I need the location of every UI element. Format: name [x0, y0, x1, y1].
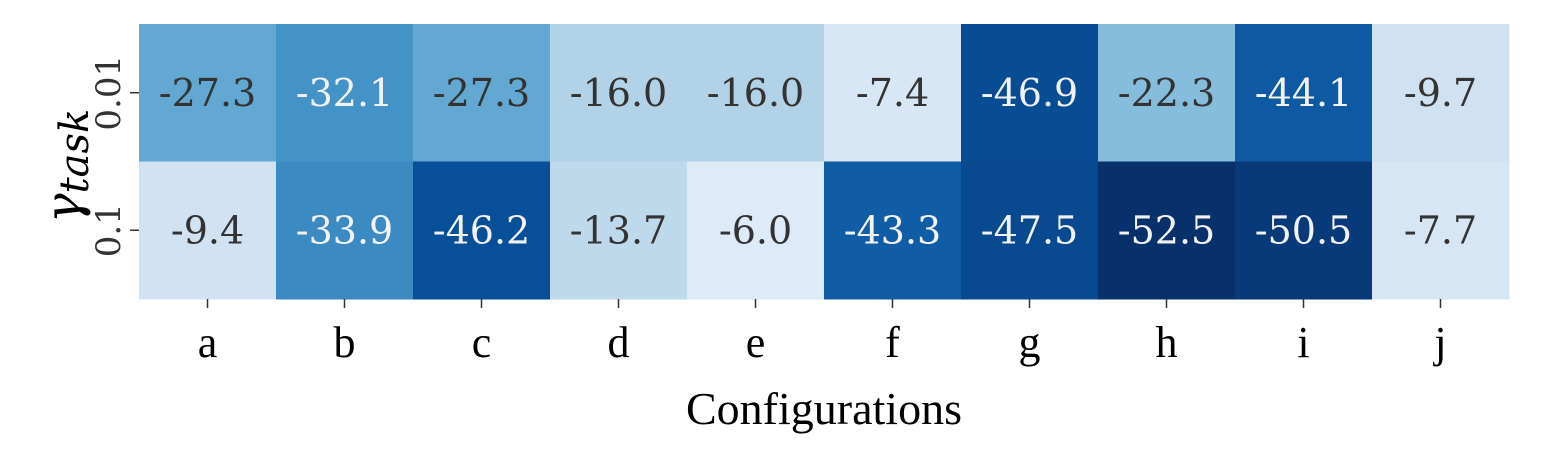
cell-value-label-0.01-e: -16.0: [707, 71, 804, 115]
heatmap-cell-0.01-d: [550, 24, 688, 162]
x-tick-label-c: c: [472, 318, 492, 367]
heatmap-cells: -27.3 -32.1 -27.3 -16.0 -16.0 -7.4 -46.9 -22.3-…: [139, 24, 1510, 300]
heatmap-cell-0.1-c: [413, 161, 551, 300]
y-axis-title: γtask: [34, 109, 98, 224]
heatmap-cell-0.1-h: [1098, 161, 1236, 300]
cell-value-label-0.01-g: -46.9: [981, 71, 1078, 115]
heatmap-cell-0.01-e: [687, 24, 825, 162]
cell-value-label-0.01-f: -7.4: [856, 71, 929, 115]
cell-value-label-0.01-a: -27.3: [159, 71, 256, 115]
x-tick-label-g: g: [1019, 318, 1041, 367]
cell-value-label-0.01-d: -16.0: [570, 71, 667, 115]
heatmap-cell-0.1-f: [824, 161, 962, 300]
cell-value-label-0.1-b: -33.9: [296, 208, 393, 252]
y-axis-ticks: 0.01 0.1: [89, 55, 139, 257]
cell-value-label-0.01-b: -32.1: [296, 71, 393, 115]
x-axis-title: Configurations: [686, 383, 962, 434]
y-axis-title-subscript: task: [52, 109, 98, 194]
cell-value-label-0.01-h: -22.3: [1118, 71, 1215, 115]
cell-value-label-0.1-i: -50.5: [1255, 208, 1352, 252]
x-tick-label-b: b: [334, 318, 356, 367]
cell-value-label-0.1-c: -46.2: [433, 208, 530, 252]
heatmap-cell-0.01-c: [413, 24, 551, 162]
heatmap-cell-0.01-h: [1098, 24, 1236, 162]
cell-value-label-0.1-g: -47.5: [981, 208, 1078, 252]
y-tick-label-0.1: 0.1: [89, 203, 129, 257]
heatmap-cell-0.1-i: [1235, 161, 1373, 300]
x-tick-label-e: e: [746, 318, 766, 367]
heatmap-cell-0.01-i: [1235, 24, 1373, 162]
x-tick-label-i: i: [1297, 318, 1309, 367]
x-tick-label-j: j: [1432, 318, 1446, 367]
heatmap-cell-0.1-g: [961, 161, 1099, 300]
heatmap-cell-0.1-a: [139, 161, 277, 300]
cell-value-label-0.1-j: -7.7: [1404, 208, 1477, 252]
x-tick-label-d: d: [608, 318, 630, 367]
heatmap-cell-0.01-j: [1372, 24, 1510, 162]
heatmap-cell-0.01-a: [139, 24, 277, 162]
cell-value-label-0.1-f: -43.3: [844, 208, 941, 252]
cell-value-label-0.1-e: -6.0: [719, 208, 792, 252]
x-tick-label-f: f: [885, 318, 900, 367]
heatmap-cell-0.1-d: [550, 161, 688, 300]
cell-value-label-0.1-d: -13.7: [570, 208, 667, 252]
heatmap-cell-0.1-j: [1372, 161, 1510, 300]
x-tick-label-h: h: [1156, 318, 1178, 367]
y-tick-label-0.01: 0.01: [89, 55, 129, 131]
y-axis-title-symbol: γ: [34, 193, 92, 223]
heatmap-cell-0.01-f: [824, 24, 962, 162]
cell-value-label-0.01-j: -9.7: [1404, 71, 1477, 115]
heatmap-cell-0.1-b: [276, 161, 414, 300]
heatmap-cell-0.01-g: [961, 24, 1099, 162]
heatmap-cell-0.1-e: [687, 161, 825, 300]
x-axis-ticks: a b c d e f g h i j: [198, 299, 1447, 367]
cell-value-label-0.01-i: -44.1: [1255, 71, 1352, 115]
cell-value-label-0.01-c: -27.3: [433, 71, 530, 115]
cell-value-label-0.1-a: -9.4: [171, 208, 244, 252]
heatmap-cell-0.01-b: [276, 24, 414, 162]
x-tick-label-a: a: [198, 318, 218, 367]
cell-value-label-0.1-h: -52.5: [1118, 208, 1215, 252]
